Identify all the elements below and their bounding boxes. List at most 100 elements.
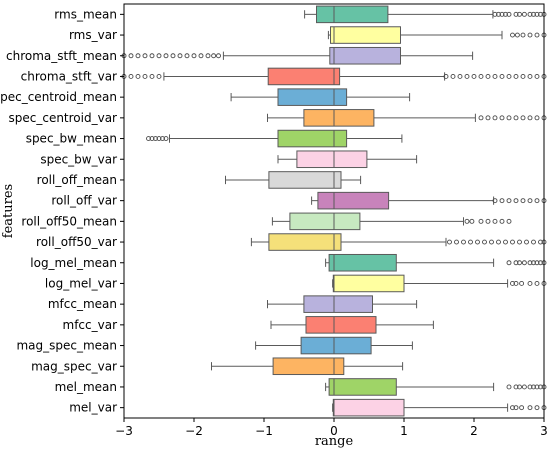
box-spec-bw-var bbox=[277, 150, 418, 169]
iqr-box bbox=[328, 378, 397, 396]
outlier-point bbox=[492, 73, 498, 79]
y-tick-label: mfcc_mean bbox=[48, 297, 117, 311]
iqr-box bbox=[303, 295, 373, 313]
plot-area bbox=[121, 5, 547, 417]
outlier-point bbox=[510, 281, 515, 286]
outlier-point bbox=[531, 260, 536, 266]
outlier-point bbox=[499, 11, 505, 17]
outlier-point bbox=[499, 115, 505, 121]
outlier-point bbox=[485, 115, 491, 121]
outlier-point bbox=[499, 198, 505, 204]
outlier-point bbox=[506, 384, 512, 390]
outlier-point bbox=[531, 239, 536, 245]
outlier-point bbox=[142, 53, 148, 59]
iqr-box bbox=[300, 336, 372, 355]
outlier-point bbox=[478, 115, 484, 121]
outlier-point bbox=[503, 239, 508, 245]
outlier-point bbox=[198, 53, 204, 59]
outlier-point bbox=[513, 11, 519, 17]
outlier-point bbox=[216, 53, 221, 59]
outlier-point bbox=[471, 73, 477, 79]
outlier-point bbox=[160, 136, 165, 142]
iqr-box bbox=[296, 150, 368, 169]
box-spec-centroid-mean bbox=[230, 88, 411, 106]
outlier-point bbox=[506, 218, 512, 224]
outlier-point bbox=[464, 218, 470, 224]
outlier-point bbox=[457, 73, 463, 79]
outlier-point bbox=[170, 53, 176, 59]
outlier-point bbox=[464, 73, 470, 79]
outlier-point bbox=[510, 405, 515, 411]
box-chroma-stft-var bbox=[121, 67, 547, 86]
box-mfcc-mean bbox=[267, 295, 418, 313]
box-log-mel-mean bbox=[325, 253, 547, 272]
outlier-point bbox=[506, 198, 512, 204]
iqr-box bbox=[267, 67, 341, 86]
outlier-point bbox=[534, 384, 540, 390]
outlier-point bbox=[527, 115, 533, 121]
box-rms-mean bbox=[304, 5, 547, 24]
outlier-point bbox=[496, 11, 501, 17]
outlier-point bbox=[506, 11, 512, 17]
outlier-point bbox=[492, 198, 498, 204]
y-tick-label: spec_centroid_var bbox=[9, 111, 118, 125]
y-tick-label: mfcc_var bbox=[63, 318, 118, 332]
iqr-box bbox=[305, 316, 377, 334]
outlier-point bbox=[527, 198, 533, 204]
iqr-box bbox=[332, 274, 405, 293]
box-chroma-stft-mean bbox=[121, 46, 474, 65]
outlier-point bbox=[506, 73, 512, 79]
outlier-point bbox=[128, 73, 134, 79]
iqr-box bbox=[272, 357, 345, 376]
box-roll-off-mean bbox=[225, 171, 362, 189]
outlier-point bbox=[534, 281, 540, 286]
iqr-box bbox=[328, 253, 397, 272]
outlier-point bbox=[534, 260, 540, 266]
box-roll-off50-mean bbox=[271, 212, 512, 231]
box-mel-var bbox=[332, 398, 547, 417]
outlier-point bbox=[538, 384, 543, 390]
outlier-point bbox=[513, 405, 519, 411]
y-tick-label: log_mel_var bbox=[45, 276, 117, 290]
outlier-point bbox=[527, 384, 533, 390]
outlier-point bbox=[506, 115, 512, 121]
outlier-point bbox=[513, 115, 519, 121]
x-tick-label: −2 bbox=[185, 424, 203, 438]
outlier-point bbox=[461, 239, 466, 245]
outlier-point bbox=[517, 260, 522, 266]
outlier-point bbox=[496, 239, 501, 245]
outlier-point bbox=[205, 53, 211, 59]
outlier-point bbox=[211, 53, 217, 59]
outlier-point bbox=[510, 32, 515, 38]
outlier-point bbox=[156, 53, 162, 59]
outlier-point bbox=[527, 405, 533, 411]
outlier-point bbox=[531, 384, 536, 390]
y-tick-label: mag_spec_var bbox=[31, 359, 117, 373]
outlier-point bbox=[478, 73, 484, 79]
iqr-box bbox=[317, 191, 390, 210]
outlier-point bbox=[443, 73, 449, 79]
iqr-box bbox=[332, 398, 405, 417]
y-axis-title: features bbox=[1, 184, 16, 238]
outlier-point bbox=[527, 32, 533, 38]
outlier-point bbox=[513, 260, 519, 266]
outlier-point bbox=[499, 73, 505, 79]
outlier-point bbox=[153, 136, 158, 142]
outlier-point bbox=[506, 260, 512, 266]
outlier-point bbox=[521, 260, 527, 266]
outlier-point bbox=[191, 53, 197, 59]
outlier-point bbox=[142, 73, 148, 79]
outlier-point bbox=[531, 11, 536, 17]
outlier-point bbox=[492, 115, 498, 121]
y-tick-label: log_mel_mean bbox=[30, 256, 117, 270]
outlier-point bbox=[517, 239, 522, 245]
y-tick-label: roll_off50_mean bbox=[21, 214, 117, 228]
box-rms-var bbox=[327, 26, 547, 44]
x-axis: −3 −2 −1 0 1 2 3 bbox=[115, 418, 548, 438]
outlier-point bbox=[492, 11, 498, 17]
x-tick-label: 2 bbox=[470, 424, 478, 438]
outlier-point bbox=[538, 260, 543, 266]
y-axis: rms_mean rms_var chroma_stft_mean chroma_st… bbox=[0, 7, 124, 415]
iqr-box bbox=[277, 88, 348, 106]
